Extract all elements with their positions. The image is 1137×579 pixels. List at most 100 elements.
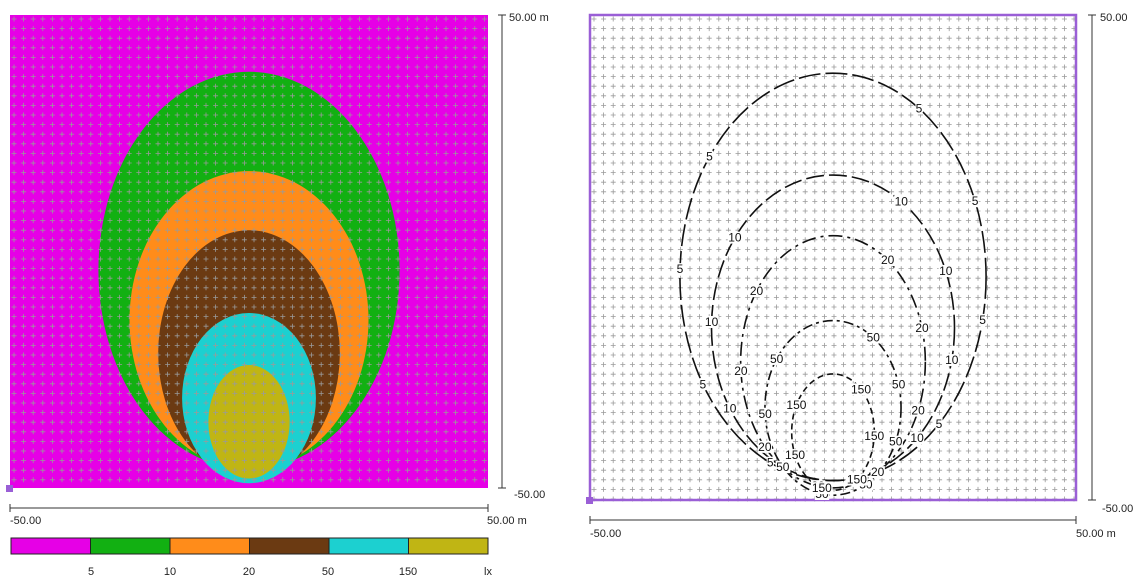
right-axis-bottom-right-label: -50.00 bbox=[1102, 503, 1134, 515]
contour-label-10: 10 bbox=[895, 194, 909, 208]
legend-threshold-label: 150 bbox=[398, 566, 418, 578]
right-axis-top-label: 50.00 bbox=[1100, 12, 1128, 24]
isolux-contour-10 bbox=[710, 174, 956, 482]
axes-lines bbox=[9, 14, 1096, 524]
contour-label-50: 50 bbox=[758, 407, 772, 421]
legend-threshold-label: 20 bbox=[242, 566, 256, 578]
contour-label-5: 5 bbox=[706, 150, 713, 164]
contour-label-bg bbox=[784, 449, 806, 462]
contour-label-10: 10 bbox=[910, 431, 924, 445]
contour-label-20: 20 bbox=[758, 440, 772, 454]
contour-label-150: 150 bbox=[851, 382, 871, 396]
isolux-contour-50 bbox=[764, 319, 902, 496]
contour-label-20: 20 bbox=[871, 465, 885, 479]
isolux-region-150 bbox=[208, 365, 290, 479]
right-contour-isolux-plot: 5555555551010101010101010102020202020202… bbox=[586, 13, 1078, 504]
right-axis-bottom-right-end-label: 50.00 m bbox=[1076, 528, 1116, 540]
left-axis-top-label: 50.00 m bbox=[509, 12, 549, 24]
legend-swatch bbox=[408, 537, 489, 555]
contour-label-bg bbox=[870, 466, 885, 479]
contour-label-20: 20 bbox=[915, 321, 929, 335]
contour-label-10: 10 bbox=[705, 315, 719, 329]
contour-label-10: 10 bbox=[945, 353, 959, 367]
contour-label-50: 50 bbox=[776, 460, 790, 474]
contour-label-5: 5 bbox=[767, 456, 774, 470]
contour-label-150: 150 bbox=[864, 429, 884, 443]
contour-label-50: 50 bbox=[889, 435, 903, 449]
contour-label-bg bbox=[757, 408, 773, 421]
contour-label-bg bbox=[757, 440, 773, 453]
contour-label-bg bbox=[915, 102, 923, 115]
legend-threshold-label: 5 bbox=[87, 566, 95, 578]
contour-label-bg bbox=[769, 352, 784, 365]
contour-label-20: 20 bbox=[734, 364, 748, 378]
origin-marker bbox=[586, 497, 593, 504]
contour-label-bg bbox=[727, 231, 743, 244]
contour-label-bg bbox=[676, 263, 684, 276]
contour-label-50: 50 bbox=[867, 331, 881, 345]
contour-label-20: 20 bbox=[750, 284, 764, 298]
contour-label-10: 10 bbox=[723, 401, 737, 415]
plot-border bbox=[588, 13, 1078, 502]
contour-label-bg bbox=[914, 322, 930, 335]
legend-colorbar bbox=[10, 537, 489, 555]
legend-unit-label: lx bbox=[484, 566, 492, 578]
contour-label-bg bbox=[866, 331, 881, 344]
origin-marker bbox=[6, 485, 13, 492]
contour-label-bg bbox=[811, 482, 833, 495]
contour-label-150: 150 bbox=[786, 398, 806, 412]
contour-label-10: 10 bbox=[728, 231, 742, 245]
contour-label-5: 5 bbox=[979, 313, 986, 327]
contour-label-bg bbox=[766, 456, 774, 469]
contour-label-bg bbox=[785, 399, 808, 412]
contour-label-bg bbox=[891, 378, 906, 391]
legend-swatch bbox=[10, 537, 91, 555]
legend-threshold-label: 50 bbox=[321, 566, 335, 578]
legend-threshold-label: 10 bbox=[163, 566, 177, 578]
contour-label-bg bbox=[850, 383, 872, 396]
contour-label-10: 10 bbox=[939, 264, 953, 278]
isolux-contour-20 bbox=[739, 234, 927, 489]
contour-label-5: 5 bbox=[677, 262, 684, 276]
right-axis-bottom-left-label: -50.00 bbox=[590, 528, 622, 540]
contour-label-bg bbox=[749, 285, 764, 298]
contour-label-bg bbox=[971, 195, 979, 208]
contour-label-5: 5 bbox=[916, 101, 923, 115]
contour-label-150: 150 bbox=[812, 481, 832, 495]
contour-label-150: 150 bbox=[847, 473, 867, 487]
legend-swatch bbox=[328, 537, 409, 555]
contour-label-bg bbox=[979, 313, 987, 326]
contour-label-bg bbox=[704, 315, 719, 328]
contour-label-50: 50 bbox=[770, 352, 784, 366]
contour-label-bg bbox=[935, 417, 943, 430]
grid-crosses bbox=[11, 16, 487, 483]
contour-label-bg bbox=[699, 378, 707, 391]
contour-label-bg bbox=[888, 435, 903, 448]
contour-label-bg bbox=[910, 404, 926, 417]
contour-label-bg bbox=[846, 473, 868, 486]
contour-label-150: 150 bbox=[785, 448, 805, 462]
contour-label-5: 5 bbox=[972, 194, 979, 208]
contour-label-bg bbox=[909, 432, 925, 445]
grid-crosses bbox=[591, 16, 1077, 502]
legend-swatch bbox=[249, 537, 330, 555]
contour-label-5: 5 bbox=[936, 417, 943, 431]
contour-label-5: 5 bbox=[700, 377, 707, 391]
contour-label-20: 20 bbox=[881, 253, 895, 267]
contour-label-bg bbox=[705, 150, 714, 163]
contour-label-bg bbox=[944, 354, 959, 367]
contour-label-20: 20 bbox=[911, 404, 925, 418]
legend-swatch bbox=[169, 537, 250, 555]
contour-label-bg bbox=[775, 460, 790, 473]
legend-swatch bbox=[90, 537, 171, 555]
left-axis-bottom-left-label: -50.00 bbox=[10, 515, 42, 527]
contour-label-bg bbox=[863, 429, 886, 442]
left-axis-bottom-right-end-label: 50.00 m bbox=[487, 515, 527, 527]
contour-label-bg bbox=[938, 265, 954, 278]
contour-label-bg bbox=[880, 254, 895, 267]
contour-label-bg bbox=[733, 364, 749, 377]
contour-label-bg bbox=[722, 402, 737, 415]
contour-label-bg bbox=[894, 195, 909, 208]
contour-label-50: 50 bbox=[892, 378, 906, 392]
